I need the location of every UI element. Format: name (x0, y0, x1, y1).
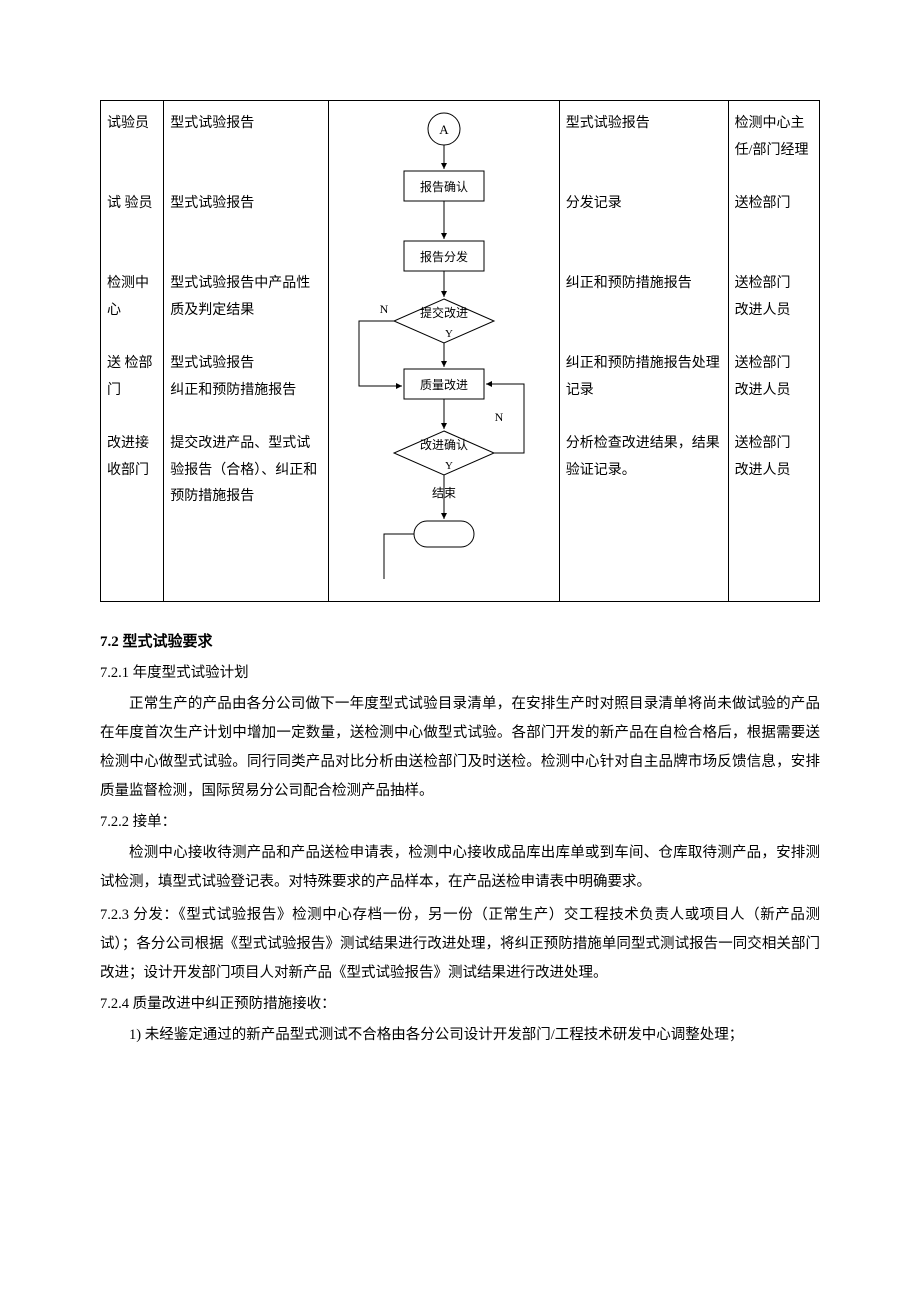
submit-no: N (379, 302, 388, 316)
flowchart-column: A 报告确认 报告分发 提交改进 Y N (328, 101, 559, 602)
role-5: 改进接收部门 (107, 431, 157, 491)
heading-7-2-2: 7.2.2 接单： (100, 810, 820, 831)
section-7-2-title: 7.2 型式试验要求 (100, 630, 820, 651)
resp-5: 送检部门 改进人员 (735, 431, 813, 491)
output-2: 分发记录 (566, 191, 722, 251)
role-1: 试验员 (107, 111, 157, 171)
process-table: 试验员 试 验员 检测中心 送 检部门 改进接收部门 型式试验报告 型式试验报告… (100, 100, 820, 602)
role-3: 检测中心 (107, 271, 157, 331)
submit-yes: Y (445, 328, 453, 340)
quality-improve-label: 质量改进 (420, 378, 468, 392)
start-label: A (439, 122, 449, 137)
inputs-column: 型式试验报告 型式试验报告 型式试验报告中产品性质及判定结果 型式试验报告 纠正… (164, 101, 329, 602)
improve-confirm-label: 改进确认 (420, 438, 468, 452)
list-item-7-2-4-1: 1) 未经鉴定通过的新产品型式测试不合格由各分公司设计开发部门/工程技术研发中心… (100, 1021, 820, 1050)
flowchart-svg: A 报告确认 报告分发 提交改进 Y N (329, 101, 559, 601)
responsible-column: 检测中心主任/部门经理 送检部门 送检部门 改进人员 送检部门 改进人员 送检部… (728, 101, 819, 602)
roles-column: 试验员 试 验员 检测中心 送 检部门 改进接收部门 (101, 101, 164, 602)
outputs-column: 型式试验报告 分发记录 纠正和预防措施报告 纠正和预防措施报告处理记录 分析检查… (559, 101, 728, 602)
terminator-node (414, 521, 474, 547)
paragraph-7-2-3: 7.2.3 分发：《型式试验报告》检测中心存档一份，另一份（正常生产）交工程技术… (100, 901, 820, 988)
resp-4: 送检部门 改进人员 (735, 351, 813, 411)
output-3: 纠正和预防措施报告 (566, 271, 722, 331)
output-5: 分析检查改进结果，结果验证记录。 (566, 431, 722, 491)
input-1: 型式试验报告 (170, 111, 322, 171)
submit-improve-label: 提交改进 (420, 305, 468, 320)
end-label: 结束 (432, 486, 456, 500)
distribute-label: 报告分发 (420, 249, 468, 264)
document-page: 试验员 试 验员 检测中心 送 检部门 改进接收部门 型式试验报告 型式试验报告… (0, 0, 920, 1114)
paragraph-7-2-1: 正常生产的产品由各分公司做下一年度型式试验目录清单，在安排生产时对照目录清单将尚… (100, 690, 820, 806)
heading-7-2-1: 7.2.1 年度型式试验计划 (100, 661, 820, 682)
resp-2: 送检部门 (735, 191, 813, 251)
resp-1: 检测中心主任/部门经理 (735, 111, 813, 171)
role-2: 试 验员 (107, 191, 157, 251)
input-5: 提交改进产品、型式试验报告（合格）、纠正和预防措施报告 (170, 431, 322, 511)
paragraph-7-2-2: 检测中心接收待测产品和产品送检申请表，检测中心接收成品库出库单或到车间、仓库取待… (100, 839, 820, 897)
input-4: 型式试验报告 纠正和预防措施报告 (170, 351, 322, 411)
improve-no: N (494, 410, 503, 424)
input-3: 型式试验报告中产品性质及判定结果 (170, 271, 322, 331)
improve-yes: Y (445, 460, 453, 472)
output-1: 型式试验报告 (566, 111, 722, 171)
output-4: 纠正和预防措施报告处理记录 (566, 351, 722, 411)
role-4: 送 检部门 (107, 351, 157, 411)
heading-7-2-4: 7.2.4 质量改进中纠正预防措施接收： (100, 992, 820, 1013)
heading-7-2-3: 7.2.3 分发： (100, 907, 179, 923)
confirm-label: 报告确认 (420, 179, 468, 194)
resp-3: 送检部门 改进人员 (735, 271, 813, 331)
input-2: 型式试验报告 (170, 191, 322, 251)
